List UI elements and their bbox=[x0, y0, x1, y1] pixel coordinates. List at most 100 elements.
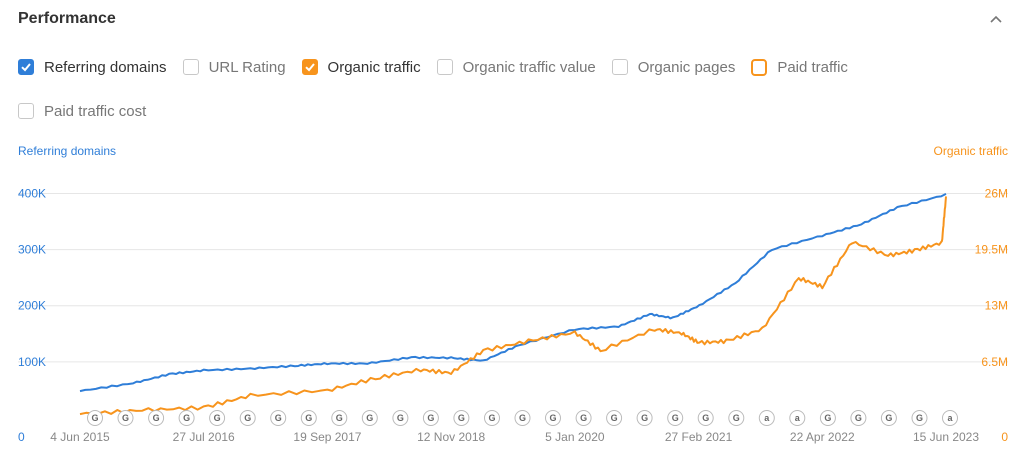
checkbox-icon[interactable] bbox=[182, 59, 199, 75]
filter-organic-traffic[interactable]: Organic traffic bbox=[301, 58, 421, 76]
marker-label: G bbox=[305, 413, 312, 423]
right-tick-label: 6.5M bbox=[981, 355, 1008, 369]
marker-circle bbox=[911, 410, 928, 426]
right-tick-label: 13M bbox=[985, 299, 1008, 313]
annotation-marker[interactable]: a bbox=[789, 410, 806, 426]
google-update-marker[interactable]: G bbox=[850, 410, 867, 426]
marker-label: G bbox=[183, 413, 190, 423]
right-axis-title: Organic traffic bbox=[934, 144, 1008, 158]
filter-organic-pages[interactable]: Organic pages bbox=[611, 59, 735, 76]
marker-circle bbox=[148, 410, 165, 426]
google-update-marker[interactable]: G bbox=[636, 410, 653, 426]
x-tick-label: 4 Jun 2015 bbox=[50, 430, 110, 444]
google-update-marker[interactable]: G bbox=[728, 410, 745, 426]
google-update-marker[interactable]: G bbox=[697, 410, 714, 426]
filter-row-1: Referring domains URL Rating Organic tra… bbox=[18, 56, 1008, 78]
marker-circle bbox=[880, 410, 897, 426]
google-update-marker[interactable]: G bbox=[117, 410, 134, 426]
filter-referring-domains[interactable]: Referring domains bbox=[18, 59, 167, 76]
google-update-marker[interactable]: G bbox=[606, 410, 623, 426]
marker-circle bbox=[87, 410, 103, 426]
google-update-marker[interactable]: G bbox=[545, 410, 561, 426]
google-update-marker[interactable]: G bbox=[514, 410, 531, 426]
marker-label: G bbox=[519, 413, 526, 423]
marker-circle bbox=[942, 410, 958, 426]
checkbox-icon[interactable] bbox=[751, 58, 768, 76]
filter-label: Organic traffic bbox=[327, 58, 421, 76]
checkbox-icon[interactable] bbox=[611, 59, 628, 75]
filter-paid-traffic[interactable]: Paid traffic bbox=[751, 58, 848, 76]
metric-filters: Referring domains URL Rating Organic tra… bbox=[18, 56, 1008, 144]
marker-label: G bbox=[611, 413, 618, 423]
marker-label: a bbox=[947, 413, 953, 423]
x-tick-label: 27 Feb 2021 bbox=[665, 430, 733, 444]
x-tick-label: 15 Jun 2023 bbox=[913, 430, 979, 444]
marker-label: G bbox=[702, 413, 709, 423]
google-update-marker[interactable]: G bbox=[361, 410, 378, 426]
google-update-marker[interactable]: G bbox=[331, 410, 348, 426]
google-update-marker[interactable]: G bbox=[453, 410, 470, 426]
checkbox-checked-icon[interactable] bbox=[18, 59, 34, 75]
marker-label: G bbox=[672, 413, 679, 423]
marker-label: G bbox=[275, 413, 282, 423]
marker-circle bbox=[667, 410, 684, 426]
marker-label: G bbox=[824, 413, 831, 423]
google-update-marker[interactable]: G bbox=[422, 410, 439, 426]
marker-label: G bbox=[366, 413, 373, 423]
marker-label: G bbox=[397, 413, 404, 423]
filter-organic-traffic-value[interactable]: Organic traffic value bbox=[436, 58, 596, 76]
series-line-organic-traffic bbox=[79, 196, 947, 416]
left-tick-label: 400K bbox=[18, 186, 46, 200]
filter-label: Paid traffic cost bbox=[44, 102, 147, 120]
marker-circle bbox=[819, 410, 836, 426]
marker-circle bbox=[270, 410, 287, 426]
checkbox-icon[interactable] bbox=[436, 59, 453, 75]
google-update-marker[interactable]: G bbox=[911, 410, 928, 426]
right-tick-label: 19.5M bbox=[975, 243, 1008, 257]
performance-chart[interactable]: Referring domains Organic traffic 0 100K 2… bbox=[0, 138, 1024, 450]
marker-label: G bbox=[916, 413, 923, 423]
google-update-marker[interactable]: G bbox=[667, 410, 684, 426]
google-update-marker[interactable]: G bbox=[239, 410, 256, 426]
x-tick-label: 22 Apr 2022 bbox=[790, 430, 855, 444]
google-update-marker[interactable]: G bbox=[300, 410, 317, 426]
chevron-up-icon[interactable] bbox=[984, 8, 1008, 32]
checkbox-icon[interactable] bbox=[18, 103, 34, 119]
marker-circle bbox=[484, 410, 500, 426]
google-update-marker[interactable]: G bbox=[484, 410, 500, 426]
marker-label: a bbox=[795, 413, 801, 423]
panel-header: Performance bbox=[18, 8, 1008, 32]
right-tick-label: 26M bbox=[985, 186, 1008, 200]
filter-label: Organic traffic value bbox=[462, 58, 596, 76]
marker-label: G bbox=[733, 413, 740, 423]
google-update-marker[interactable]: G bbox=[819, 410, 836, 426]
panel-title: Performance bbox=[18, 10, 116, 27]
google-update-marker[interactable]: G bbox=[87, 410, 103, 426]
google-update-marker[interactable]: G bbox=[880, 410, 897, 426]
marker-circle bbox=[300, 410, 317, 426]
marker-label: G bbox=[244, 413, 251, 423]
marker-circle bbox=[422, 410, 439, 426]
filter-url-rating[interactable]: URL Rating bbox=[182, 58, 286, 76]
filter-label: URL Rating bbox=[208, 58, 286, 76]
right-axis-ticks: 0 6.5M 13M 19.5M 26M bbox=[975, 186, 1009, 444]
checkbox-checked-icon[interactable] bbox=[301, 59, 318, 75]
google-update-marker[interactable]: G bbox=[270, 410, 287, 426]
marker-circle bbox=[545, 410, 561, 426]
google-update-marker[interactable]: G bbox=[209, 410, 226, 426]
google-update-marker[interactable]: G bbox=[575, 410, 592, 426]
google-update-marker[interactable]: G bbox=[392, 410, 409, 426]
marker-circle bbox=[209, 410, 226, 426]
x-tick-label: 12 Nov 2018 bbox=[417, 430, 485, 444]
google-update-marker[interactable]: G bbox=[148, 410, 165, 426]
x-tick-label: 5 Jan 2020 bbox=[545, 430, 605, 444]
filter-paid-traffic-cost[interactable]: Paid traffic cost bbox=[18, 103, 146, 120]
google-update-marker[interactable]: G bbox=[178, 410, 195, 426]
marker-circle bbox=[606, 410, 623, 426]
annotation-marker[interactable]: a bbox=[942, 410, 958, 426]
marker-label: G bbox=[488, 413, 495, 423]
left-tick-label: 0 bbox=[18, 430, 25, 444]
left-axis-title: Referring domains bbox=[18, 144, 116, 158]
annotation-marker[interactable]: a bbox=[758, 410, 775, 426]
